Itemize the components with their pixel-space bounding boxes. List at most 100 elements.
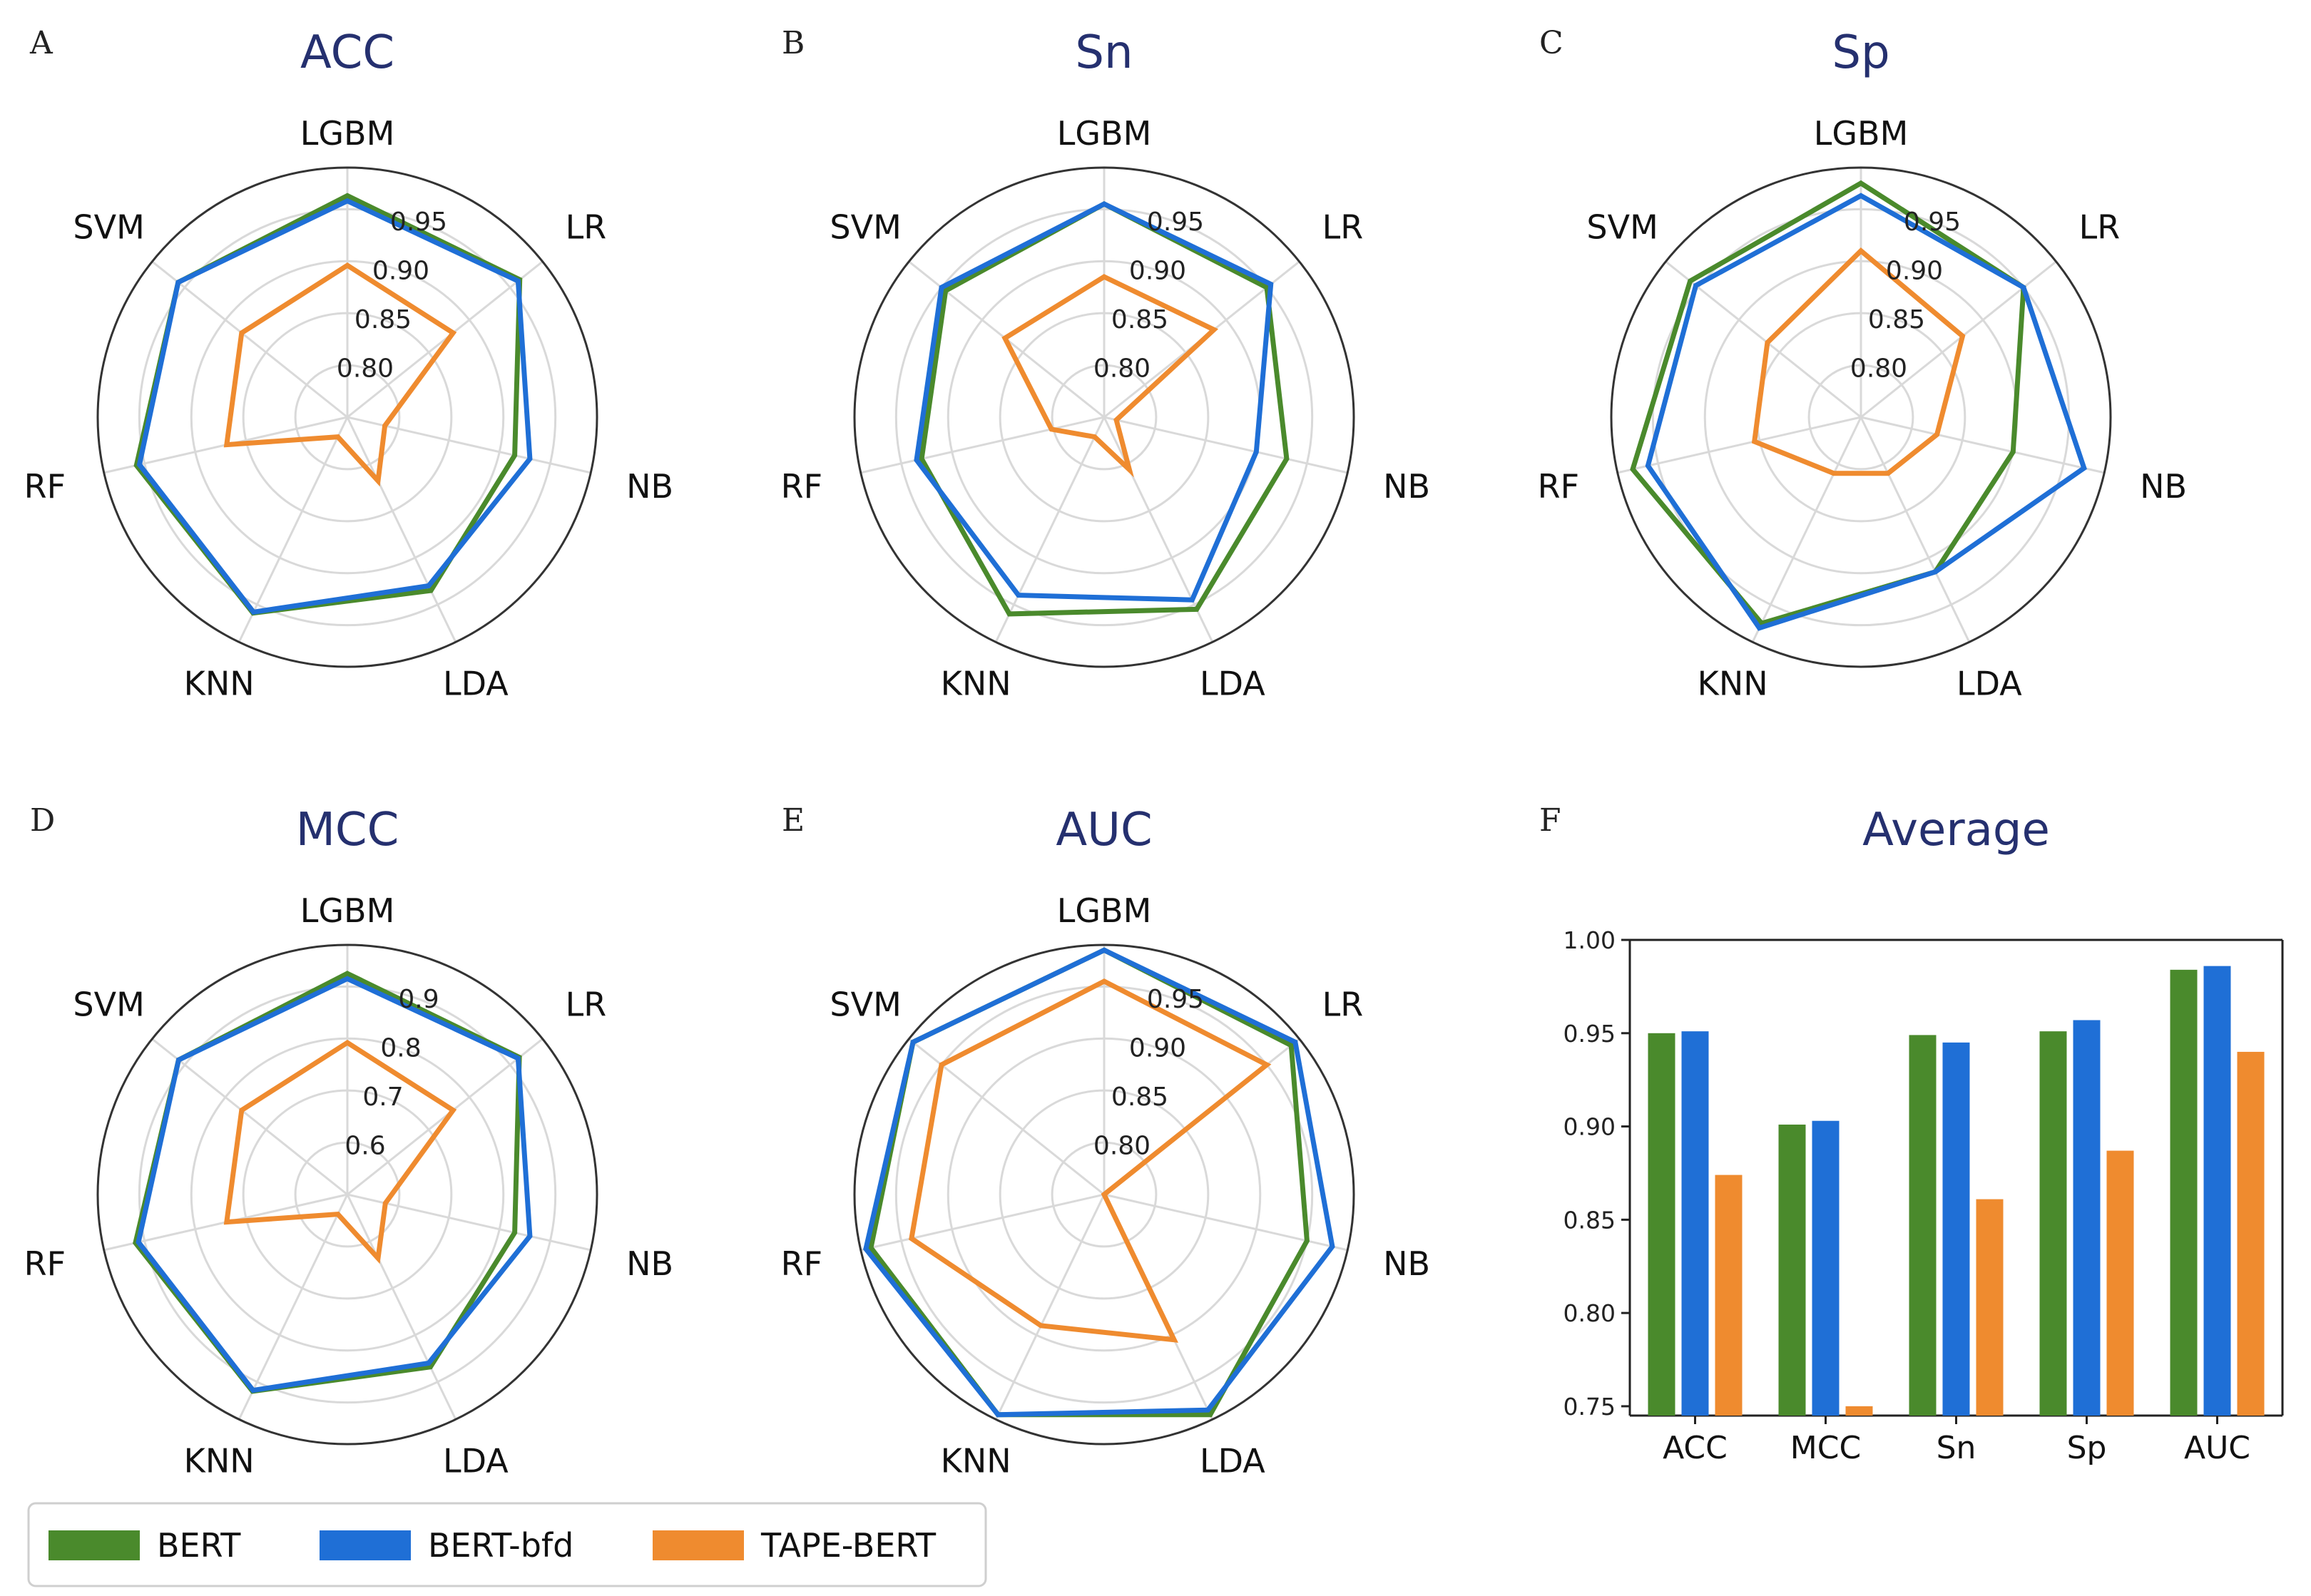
axis-label-lr: LR [2079, 208, 2121, 246]
r-tick-label: 0.80 [1093, 354, 1151, 384]
legend-swatch-tape-bert [653, 1530, 744, 1560]
radar-chart-auc: E AUC 0.80 0.85 0.90 0.95 LGBM LR NB LDA KNN RF SVM [781, 802, 1430, 1480]
bar-bert-bfd-sp [2073, 1020, 2101, 1416]
axis-label-rf: RF [24, 467, 66, 506]
chart-title: MCC [296, 804, 399, 856]
chart-title: AUC [1056, 804, 1152, 856]
series-bert-bfd [863, 947, 1335, 1418]
outer-frame [96, 943, 598, 1446]
axis-label-lr: LR [566, 208, 607, 246]
r-tick-label: 0.85 [354, 305, 412, 334]
panel-letter: C [1539, 25, 1563, 61]
axis-label-svm: SVM [830, 208, 901, 246]
spoke-line [1103, 416, 1214, 643]
bar-bert-sp [2039, 1031, 2067, 1416]
x-tick-label-sn: Sn [1937, 1430, 1976, 1466]
axis-label-knn: KNN [941, 1441, 1011, 1480]
spoke-line [347, 416, 591, 474]
axis-label-lgbm: LGBM [1057, 114, 1152, 153]
r-tick-label: 0.85 [1111, 1083, 1168, 1112]
radar-chart-sp: C Sp 0.80 0.85 0.90 0.95 LGBM LR NB LDA KNN RF SVM [1538, 25, 2187, 702]
bar-tape-bert-acc [1715, 1175, 1743, 1416]
series-tape-bert [909, 978, 1272, 1343]
axis-label-lr: LR [1322, 208, 1364, 246]
legend-label-tape-bert: TAPE-BERT [760, 1526, 937, 1565]
r-tick-label: 0.6 [345, 1132, 385, 1161]
legend: BERT BERT-bfd TAPE-BERT [27, 1502, 987, 1587]
r-tick-label: 0.90 [1129, 1034, 1186, 1063]
axis-label-lda: LDA [443, 664, 509, 702]
bar-tape-bert-sp [2106, 1150, 2134, 1416]
series-tape-bert [223, 1039, 457, 1264]
series-bert [133, 193, 523, 616]
spoke-line [1751, 416, 1862, 643]
bar-bert-bfd-acc [1681, 1031, 1709, 1416]
panel-letter: B [782, 25, 805, 61]
y-tick-label: 0.80 [1563, 1299, 1616, 1327]
y-tick-label: 0.95 [1563, 1020, 1616, 1048]
series-bert [133, 971, 522, 1394]
r-tick-label: 0.95 [1147, 985, 1204, 1014]
bar-bert-bfd-auc [2203, 966, 2231, 1416]
axis-label-lda: LDA [1200, 664, 1265, 702]
x-tick-label-auc: AUC [2184, 1430, 2250, 1466]
y-tick-label: 0.90 [1563, 1113, 1616, 1141]
r-tick-label: 0.85 [1111, 305, 1168, 334]
axis-label-nb: NB [626, 467, 673, 506]
panel-letter: F [1539, 802, 1561, 839]
bar-tape-bert-mcc [1845, 1406, 1873, 1416]
axis-label-knn: KNN [1698, 664, 1768, 702]
bar-bert-sn [1909, 1035, 1937, 1416]
axis-label-knn: KNN [941, 664, 1011, 702]
series-tape-bert [1751, 247, 1966, 476]
axis-label-nb: NB [2140, 467, 2187, 506]
spoke-line [1665, 260, 1862, 419]
x-tick-label-mcc: MCC [1790, 1430, 1861, 1466]
axis-label-lr: LR [1322, 985, 1364, 1023]
bar-chart-average: F Average 0.75 0.80 0.85 0.90 0.95 1.00 ACC MCC Sn… [1539, 802, 2284, 1466]
axis-label-rf: RF [781, 1244, 822, 1283]
axis-label-lgbm: LGBM [1814, 114, 1909, 153]
axis-label-nb: NB [1383, 467, 1430, 506]
spoke-line [151, 1038, 348, 1196]
axis-label-nb: NB [626, 1244, 673, 1283]
axis-label-rf: RF [24, 1244, 66, 1283]
legend-label-bert: BERT [157, 1526, 241, 1565]
r-tick-label: 0.90 [1129, 257, 1186, 286]
spoke-line [860, 416, 1105, 474]
panel-letter: D [30, 802, 55, 839]
r-tick-label: 0.95 [390, 208, 447, 237]
outer-frame [1610, 166, 2112, 668]
series-tape-bert [1001, 274, 1219, 478]
y-tick-label: 0.85 [1563, 1206, 1616, 1234]
r-tick-label: 0.8 [380, 1034, 421, 1063]
panel-letter: A [29, 25, 53, 61]
r-tick-label: 0.90 [1886, 257, 1943, 286]
legend-label-bert-bfd: BERT-bfd [428, 1526, 573, 1565]
bar-bert-acc [1648, 1033, 1675, 1416]
radar-chart-mcc: D MCC 0.6 0.7 0.8 0.9 LGBM LR NB LDA KNN RF SVM [24, 802, 673, 1480]
r-tick-label: 0.85 [1868, 305, 1925, 334]
r-tick-label: 0.95 [1904, 208, 1961, 237]
axis-label-lgbm: LGBM [300, 891, 395, 930]
radar-chart-sn: B Sn 0.80 0.85 0.90 0.95 LGBM LR NB LDA KNN RF SVM [781, 25, 1430, 702]
spoke-line [347, 260, 544, 419]
r-tick-label: 0.90 [372, 257, 429, 286]
outer-frame [96, 166, 598, 668]
spoke-line [1617, 416, 1862, 474]
axis-label-svm: SVM [73, 208, 144, 246]
spoke-line [238, 416, 349, 643]
axis-label-lda: LDA [1200, 1441, 1265, 1480]
chart-title: Sn [1075, 26, 1133, 79]
series-bert-bfd [1645, 193, 2087, 631]
axis-label-svm: SVM [830, 985, 901, 1023]
axis-label-knn: KNN [184, 664, 255, 702]
x-tick-label-sp: Sp [2067, 1430, 2107, 1466]
r-tick-label: 0.80 [1093, 1132, 1151, 1161]
axis-label-svm: SVM [73, 985, 144, 1023]
axis-label-rf: RF [781, 467, 822, 506]
outer-frame [853, 943, 1355, 1446]
axis-label-svm: SVM [1586, 208, 1658, 246]
radar-chart-acc: A ACC 0.80 0.85 0.90 0.95 LGBM LR NB LDA KNN RF SVM [24, 25, 673, 702]
